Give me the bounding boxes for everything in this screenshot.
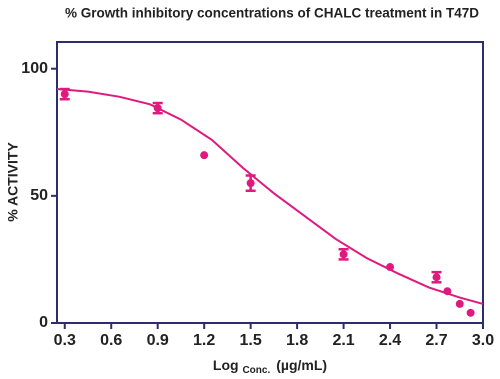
data-point bbox=[432, 273, 441, 282]
data-point bbox=[466, 308, 475, 317]
x-tick-label: 0.6 bbox=[100, 332, 122, 349]
x-tick-label: 0.9 bbox=[147, 332, 169, 349]
plot-frame bbox=[56, 41, 484, 324]
fit-curve bbox=[56, 88, 484, 305]
data-point bbox=[153, 104, 162, 113]
data-point bbox=[60, 90, 69, 99]
x-axis-label: Log Conc. (µg/mL) bbox=[213, 357, 327, 376]
x-label-unit: (µg/mL) bbox=[276, 357, 327, 373]
x-label-main: Log bbox=[213, 357, 239, 373]
x-tick-label: 2.4 bbox=[379, 332, 401, 349]
chart-title: % Growth inhibitory concentrations of CH… bbox=[65, 6, 479, 21]
data-point bbox=[386, 263, 395, 272]
x-tick-label: 0.3 bbox=[54, 332, 76, 349]
data-point bbox=[455, 299, 464, 308]
x-tick-label: 1.8 bbox=[286, 332, 308, 349]
y-tick-label: 0 bbox=[39, 314, 48, 331]
data-point bbox=[443, 287, 452, 296]
y-axis-label: % ACTIVITY bbox=[5, 142, 21, 222]
y-tick-label: 100 bbox=[21, 60, 48, 77]
data-point bbox=[339, 250, 348, 259]
data-point bbox=[246, 179, 255, 188]
data-point bbox=[200, 151, 209, 160]
x-label-sub: Conc. bbox=[242, 365, 270, 376]
x-tick-label: 2.1 bbox=[332, 332, 354, 349]
x-tick-label: 2.7 bbox=[425, 332, 447, 349]
x-tick-label: 1.5 bbox=[240, 332, 262, 349]
x-tick-label: 3.0 bbox=[472, 332, 494, 349]
y-tick-label: 50 bbox=[30, 187, 48, 204]
x-tick-label: 1.2 bbox=[193, 332, 215, 349]
